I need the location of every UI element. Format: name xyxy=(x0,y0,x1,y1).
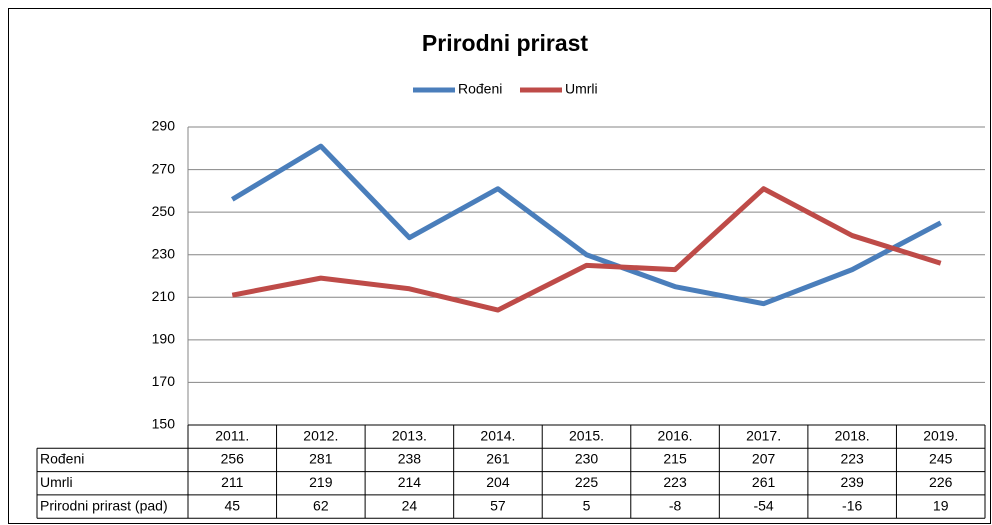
x-tick-label: 2015. xyxy=(569,427,604,443)
table-row-label: Umrli xyxy=(40,474,73,490)
table-cell: 214 xyxy=(398,474,422,490)
y-tick-label: 290 xyxy=(152,118,176,134)
x-tick-label: 2018. xyxy=(835,427,870,443)
x-tick-label: 2016. xyxy=(658,427,693,443)
table-cell: 225 xyxy=(575,474,599,490)
series-line xyxy=(231,186,942,313)
chart-title: Prirodni prirast xyxy=(422,30,588,56)
table-cell: 261 xyxy=(752,474,776,490)
table-cell: 238 xyxy=(398,451,422,467)
table-cell: 245 xyxy=(929,451,953,467)
table-cell: 62 xyxy=(313,497,329,513)
legend-label: Umrli xyxy=(565,81,598,97)
y-tick-label: 250 xyxy=(152,203,176,219)
table-cell: 204 xyxy=(486,474,510,490)
y-tick-label: 170 xyxy=(152,373,176,389)
table-cell: -16 xyxy=(842,497,862,513)
table-cell: 45 xyxy=(224,497,240,513)
table-cell: 223 xyxy=(663,474,687,490)
x-tick-label: 2011. xyxy=(215,427,249,443)
x-tick-label: 2019. xyxy=(923,427,958,443)
table-cell: 230 xyxy=(575,451,599,467)
table-cell: 239 xyxy=(840,474,864,490)
table-cell: 24 xyxy=(402,497,418,513)
y-tick-label: 190 xyxy=(152,331,176,347)
table-row-label: Rođeni xyxy=(40,451,84,467)
y-tick-label: 210 xyxy=(152,288,176,304)
table-cell: 281 xyxy=(309,451,333,467)
table-row-label: Prirodni prirast (pad) xyxy=(40,497,168,513)
table-cell: 223 xyxy=(840,451,864,467)
chart-frame xyxy=(8,8,991,524)
table-cell: 215 xyxy=(663,451,687,467)
table-cell: 261 xyxy=(486,451,510,467)
table-cell: 219 xyxy=(309,474,333,490)
x-tick-label: 2013. xyxy=(392,427,427,443)
x-tick-label: 2017. xyxy=(746,427,781,443)
series-line xyxy=(230,143,942,307)
table-cell: 226 xyxy=(929,474,953,490)
legend-label: Rođeni xyxy=(458,81,502,97)
table-cell: 5 xyxy=(583,497,591,513)
y-tick-label: 270 xyxy=(152,160,176,176)
table-cell: 211 xyxy=(221,474,244,490)
x-tick-label: 2014. xyxy=(480,427,515,443)
table-cell: 207 xyxy=(752,451,776,467)
x-tick-label: 2012. xyxy=(303,427,338,443)
y-tick-label: 150 xyxy=(152,416,176,432)
table-cell: 256 xyxy=(221,451,245,467)
table-cell: 57 xyxy=(490,497,506,513)
table-cell: -54 xyxy=(753,497,773,513)
table-cell: 19 xyxy=(933,497,949,513)
table-cell: -8 xyxy=(669,497,682,513)
y-tick-label: 230 xyxy=(152,245,176,261)
